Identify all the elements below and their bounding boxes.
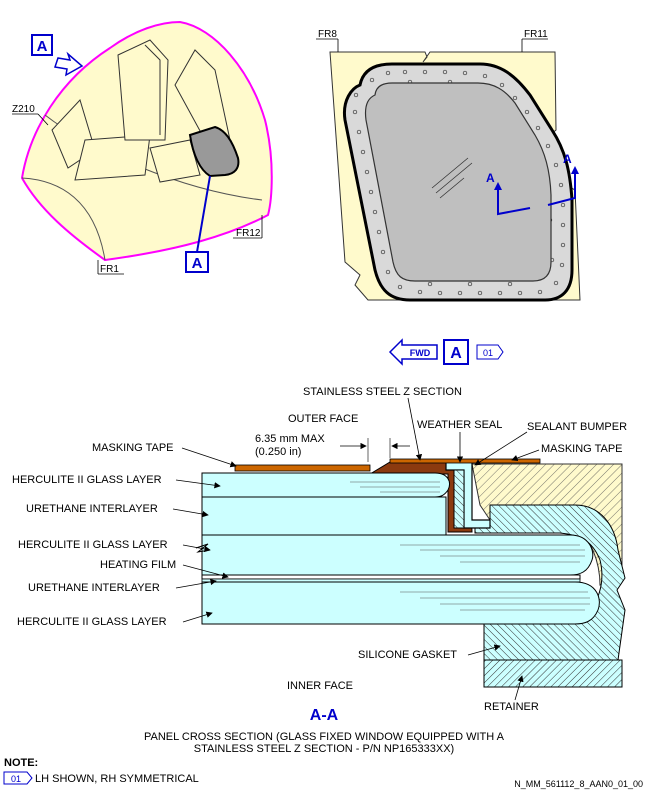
note-item-text: LH SHOWN, RH SYMMETRICAL bbox=[35, 773, 199, 785]
section-marker-label: A bbox=[192, 255, 203, 272]
urethane-layer-1 bbox=[201, 496, 447, 536]
glass-layer-2 bbox=[201, 534, 594, 576]
view-marker-box bbox=[31, 34, 53, 56]
window-glass-pane bbox=[364, 82, 552, 282]
label-masking-tape-left: MASKING TAPE bbox=[92, 442, 174, 454]
note-heading: NOTE: bbox=[4, 757, 38, 769]
label-sealant-bumper: SEALANT BUMPER bbox=[527, 421, 627, 433]
retainer bbox=[483, 659, 623, 688]
frame-label-fr11: FR11 bbox=[524, 29, 548, 40]
note-item-ref: 01 bbox=[11, 774, 21, 784]
note-item-tag bbox=[3, 771, 33, 785]
view-marker-label: A bbox=[37, 38, 48, 55]
overview-seat-back bbox=[117, 39, 169, 141]
label-inner-face: INNER FACE bbox=[287, 680, 353, 692]
orientation-view-label: A bbox=[450, 345, 462, 362]
frame-label-fr1: FR1 bbox=[100, 264, 119, 275]
overview-console bbox=[74, 134, 151, 181]
label-glass-layer-1: HERCULITE II GLASS LAYER bbox=[12, 474, 162, 486]
window-view: A A FR8 FR11 bbox=[316, 29, 581, 302]
orientation-indicator: FWD A 01 bbox=[388, 338, 504, 366]
orientation-view-box bbox=[443, 339, 469, 365]
note-ref-tag bbox=[476, 344, 504, 360]
label-outer-face: OUTER FACE bbox=[288, 413, 358, 425]
label-retainer: RETAINER bbox=[484, 701, 539, 713]
masking-tape-right bbox=[389, 458, 541, 464]
cross-section: STAINLESS STEEL Z SECTION OUTER FACE WEA… bbox=[12, 386, 627, 755]
label-urethane-2: URETHANE INTERLAYER bbox=[28, 582, 160, 594]
section-title: A-A bbox=[310, 707, 339, 724]
caption-line-2: STAINLESS STEEL Z SECTION - P/N NP165333… bbox=[194, 743, 454, 755]
frame-label-z210: Z210 bbox=[12, 104, 35, 115]
stainless-z-section bbox=[445, 461, 491, 529]
cut-marker-left: A bbox=[486, 171, 495, 185]
cut-marker-right: A bbox=[563, 152, 572, 166]
label-dimension-mm: 6.35 mm MAX bbox=[255, 433, 325, 445]
masking-tape-left bbox=[234, 464, 371, 472]
fwd-arrow-icon bbox=[388, 338, 438, 366]
label-heating-film: HEATING FILM bbox=[100, 559, 176, 571]
frame-label-fr12: FR12 bbox=[236, 228, 261, 239]
label-dimension-in: (0.250 in) bbox=[255, 446, 301, 458]
note-ref-label: 01 bbox=[483, 348, 493, 358]
notes-block: NOTE: 01 LH SHOWN, RH SYMMETRICAL N_MM_5… bbox=[3, 757, 643, 789]
glass-layer-1 bbox=[201, 472, 450, 498]
caption-line-1: PANEL CROSS SECTION (GLASS FIXED WINDOW … bbox=[144, 731, 505, 743]
overview-window-highlight bbox=[188, 125, 240, 178]
label-weather-seal: WEATHER SEAL bbox=[417, 419, 502, 431]
heating-film bbox=[201, 574, 581, 580]
section-marker-box bbox=[185, 251, 209, 273]
label-stainless-z: STAINLESS STEEL Z SECTION bbox=[303, 386, 462, 398]
view-direction-arrow-icon bbox=[54, 51, 84, 77]
label-masking-tape-right: MASKING TAPE bbox=[541, 443, 623, 455]
sealant-bumper bbox=[453, 469, 465, 529]
label-glass-layer-3: HERCULITE II GLASS LAYER bbox=[17, 616, 167, 628]
fwd-label: FWD bbox=[410, 348, 431, 358]
cockpit-overview: A A Z210 FR12 FR1 bbox=[12, 20, 273, 275]
label-glass-layer-2: HERCULITE II GLASS LAYER bbox=[18, 539, 168, 551]
glass-layer-3 bbox=[201, 581, 600, 625]
figure-id: N_MM_561112_8_AAN0_01_00 bbox=[514, 779, 643, 789]
frame-label-fr8: FR8 bbox=[318, 29, 337, 40]
label-urethane-1: URETHANE INTERLAYER bbox=[26, 503, 158, 515]
label-silicone-gasket: SILICONE GASKET bbox=[358, 649, 457, 661]
